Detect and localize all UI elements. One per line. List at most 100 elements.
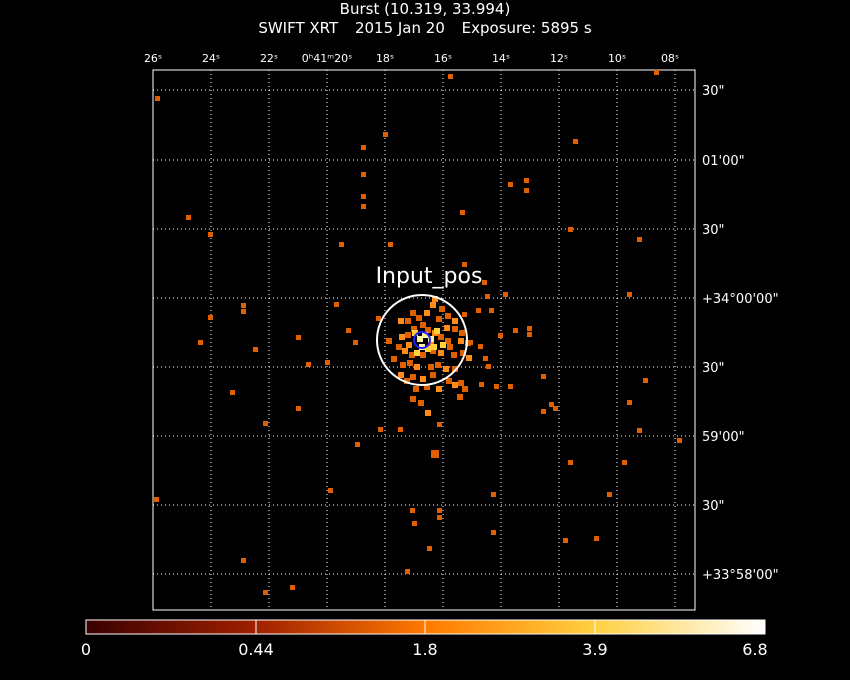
ra-tick-label: 24ˢ xyxy=(202,52,220,65)
photon-pixel xyxy=(677,438,682,443)
photon-pixel xyxy=(431,344,437,350)
photon-pixel xyxy=(573,139,578,144)
photon-pixel xyxy=(654,70,659,75)
photon-pixel xyxy=(376,316,381,321)
photon-pixel xyxy=(446,378,452,384)
photon-pixel xyxy=(466,355,472,361)
photon-pixel xyxy=(458,380,464,386)
photon-pixel xyxy=(524,188,529,193)
photon-pixel xyxy=(398,318,404,324)
photon-pixel xyxy=(253,347,258,352)
photon-pixel xyxy=(438,334,444,340)
photon-pixel xyxy=(378,427,383,432)
photon-pixel xyxy=(482,280,487,285)
photon-pixel xyxy=(198,340,203,345)
dec-tick-label: 30" xyxy=(702,84,725,99)
instrument-label: SWIFT XRT xyxy=(258,19,339,37)
photon-pixel xyxy=(460,350,466,356)
photon-pixel xyxy=(440,342,446,348)
photon-pixel xyxy=(407,360,413,366)
photon-pixel xyxy=(410,508,415,513)
photon-pixel xyxy=(425,410,431,416)
photon-pixel xyxy=(154,497,159,502)
photon-pixel xyxy=(404,378,410,384)
plot-title: Burst (10.319, 33.994) xyxy=(339,0,511,18)
photon-pixel xyxy=(386,338,392,344)
photon-pixel xyxy=(568,227,573,232)
photon-pixel xyxy=(428,364,434,370)
photon-pixel xyxy=(230,390,235,395)
photon-pixel xyxy=(388,242,393,247)
photon-pixel xyxy=(413,386,419,392)
dec-tick-label: +34°00'00" xyxy=(702,292,779,307)
photon-pixel xyxy=(443,366,449,372)
coordinate-grid xyxy=(153,70,695,610)
photon-pixel xyxy=(306,362,311,367)
photon-pixel xyxy=(296,335,301,340)
photon-pixel xyxy=(627,292,632,297)
colorbar-label-4: 6.8 xyxy=(742,640,768,659)
photon-pixel xyxy=(412,521,417,526)
ra-tick-label: 14ˢ xyxy=(492,52,510,65)
photon-pixel xyxy=(334,302,339,307)
photon-pixel xyxy=(444,325,450,331)
source-circle xyxy=(376,294,468,386)
photon-pixel xyxy=(405,332,411,338)
photon-pixel xyxy=(447,344,453,350)
photon-pixel xyxy=(428,340,434,346)
photon-pixel xyxy=(541,409,546,414)
photon-pixel xyxy=(424,384,430,390)
photon-pixel xyxy=(396,344,402,350)
photon-pixel xyxy=(436,386,442,392)
photon-pixel xyxy=(508,384,513,389)
ra-tick-label: 26ˢ xyxy=(144,52,162,65)
photon-pixel xyxy=(627,400,632,405)
ra-tick-label: 10ˢ xyxy=(608,52,626,65)
photon-pixel xyxy=(568,460,573,465)
photon-pixel xyxy=(437,515,442,520)
photon-pixel xyxy=(361,204,366,209)
photon-pixel xyxy=(431,450,439,458)
photon-pixel xyxy=(549,402,554,407)
photon-pixel xyxy=(398,372,404,378)
photon-pixel xyxy=(452,382,458,388)
photon-pixel xyxy=(411,326,417,332)
ra-tick-label: 16ˢ xyxy=(434,52,452,65)
photon-pixel xyxy=(241,303,246,308)
photon-pixel xyxy=(241,309,246,314)
photon-pixels xyxy=(154,70,682,595)
photon-pixel xyxy=(462,386,468,392)
dec-tick-label: 30" xyxy=(702,499,725,514)
photon-pixel xyxy=(483,356,488,361)
photon-pixel xyxy=(494,384,499,389)
plot-subtitle: SWIFT XRT 2015 Jan 20 Exposure: 5895 s xyxy=(0,19,850,37)
photon-pixel xyxy=(424,310,430,316)
photon-pixel xyxy=(400,362,406,368)
photon-pixel xyxy=(541,374,546,379)
photon-pixel xyxy=(491,492,496,497)
photon-pixel xyxy=(414,350,420,356)
photon-pixel xyxy=(398,427,403,432)
photon-pixel xyxy=(420,376,426,382)
photon-pixel xyxy=(445,313,451,319)
photon-pixel xyxy=(417,336,423,342)
photon-pixel xyxy=(410,374,416,380)
photon-pixel xyxy=(462,262,467,267)
photon-pixel xyxy=(425,346,431,352)
dec-tick-label: +33°58'00" xyxy=(702,568,779,583)
photon-pixel xyxy=(594,536,599,541)
photon-pixel xyxy=(439,306,445,312)
photon-pixel xyxy=(637,237,642,242)
photon-pixel xyxy=(622,460,627,465)
photon-pixel xyxy=(524,178,529,183)
photon-pixel xyxy=(405,569,410,574)
photon-pixel xyxy=(353,340,358,345)
photon-pixel xyxy=(643,378,648,383)
photon-pixel xyxy=(420,322,426,328)
photon-pixel xyxy=(186,215,191,220)
photon-pixel xyxy=(527,326,532,331)
photon-pixel xyxy=(383,132,388,137)
photon-pixel xyxy=(508,182,513,187)
photon-pixel xyxy=(478,344,483,349)
photon-pixel xyxy=(328,488,333,493)
